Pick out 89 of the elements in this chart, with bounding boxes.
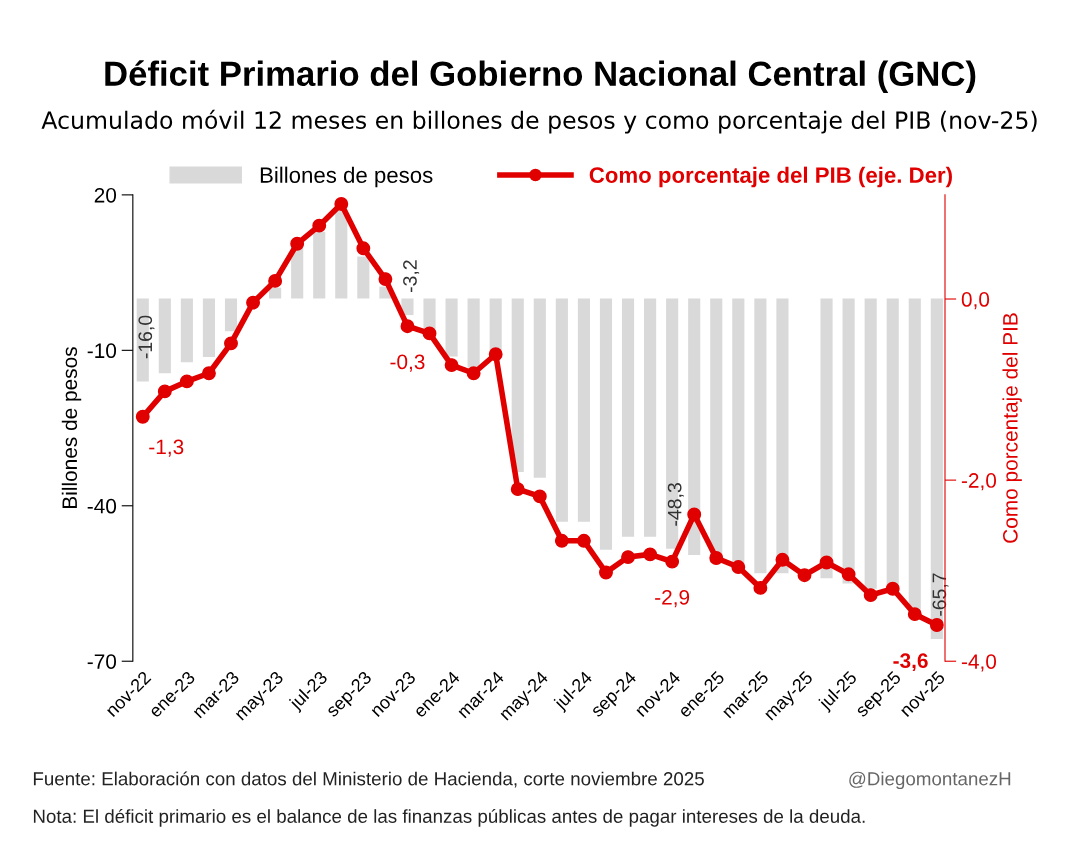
point — [576, 533, 591, 548]
point — [643, 547, 658, 562]
y2-axis-title: Como porcentaje del PIB — [1002, 313, 1022, 543]
text: @DiegomontanezH — [849, 771, 1011, 790]
point — [599, 565, 613, 580]
bar — [180, 298, 193, 363]
data-label: -48,3 — [667, 483, 684, 526]
data-label: -0,3 — [390, 354, 425, 372]
point — [334, 196, 349, 211]
point — [554, 533, 569, 548]
bar — [269, 287, 282, 299]
bar — [599, 298, 613, 550]
bar — [555, 298, 568, 522]
point — [157, 384, 172, 399]
point — [510, 482, 525, 497]
data-label: -1,3 — [149, 439, 184, 457]
y-axis-title: Billones de pesos — [61, 347, 82, 508]
point — [621, 550, 635, 565]
bar — [401, 298, 414, 316]
point — [731, 560, 746, 574]
point — [268, 273, 283, 288]
y2-tick-label: -2,0 — [961, 473, 997, 491]
point — [687, 507, 702, 522]
bar — [357, 256, 370, 299]
point — [532, 489, 547, 504]
bar — [423, 298, 436, 330]
point — [179, 374, 194, 389]
bar — [577, 298, 590, 522]
point — [797, 568, 812, 583]
point — [665, 554, 680, 569]
y-tick-label: -10 — [87, 343, 117, 359]
point — [444, 358, 459, 373]
point — [929, 618, 944, 632]
bar — [202, 298, 215, 358]
point — [201, 366, 216, 381]
point — [466, 366, 481, 381]
point — [753, 580, 768, 595]
bar — [710, 298, 723, 563]
point — [135, 409, 150, 424]
bar — [754, 298, 767, 574]
data-label: -16,0 — [138, 315, 155, 359]
legend-label: Como porcentaje del PIB (eje. Der) — [589, 166, 952, 188]
point — [885, 581, 900, 596]
point — [488, 347, 503, 362]
chart-subtitle: Acumulado móvil 12 meses en billones de pesos y como porcentaje del PIB (nov-25) — [41, 109, 1037, 134]
data-label: -65,7 — [932, 573, 949, 616]
point — [378, 272, 393, 287]
data-label: -2,9 — [655, 589, 690, 608]
bar — [511, 298, 524, 473]
bar — [533, 298, 546, 478]
point — [356, 241, 371, 256]
point — [224, 336, 238, 351]
point — [312, 218, 327, 233]
bar — [864, 298, 877, 589]
bar — [335, 209, 348, 299]
bar — [489, 298, 502, 351]
y2-tick-label: 0,0 — [961, 292, 990, 310]
bar — [688, 298, 701, 555]
point — [709, 551, 724, 565]
bar — [158, 298, 171, 374]
bar — [644, 298, 657, 537]
bar — [842, 298, 855, 584]
point — [422, 326, 437, 341]
bar — [820, 298, 833, 579]
chart-title: Déficit Primario del Gobierno Nacional Central (GNC) — [105, 60, 976, 93]
text: Nota: El déficit primario es el balance de las finanzas públicas antes de pagar intereses de la deuda. — [33, 808, 865, 827]
bar — [886, 298, 899, 594]
point — [841, 567, 856, 582]
data-label: -3,2 — [403, 260, 420, 293]
y-tick-label: -70 — [87, 654, 117, 669]
source-note: Fuente: Elaboración con datos del Ministerio de Hacienda, corte noviembre 2025 — [33, 771, 704, 788]
point — [290, 236, 305, 251]
y-tick-label: -40 — [87, 498, 117, 514]
point — [775, 552, 790, 567]
bar — [621, 298, 635, 537]
bar — [776, 298, 789, 574]
bar — [224, 298, 238, 332]
point — [907, 607, 922, 622]
bar — [313, 231, 326, 299]
bar — [467, 298, 480, 368]
point — [819, 555, 834, 570]
y-tick-label: 20 — [94, 187, 117, 203]
bar — [445, 298, 458, 357]
point — [863, 588, 878, 603]
point — [400, 319, 415, 334]
legend-label: Billones de pesos — [260, 166, 433, 188]
y2-tick-label: -4,0 — [961, 654, 997, 672]
data-label: -3,6 — [893, 653, 928, 672]
point — [246, 295, 260, 310]
